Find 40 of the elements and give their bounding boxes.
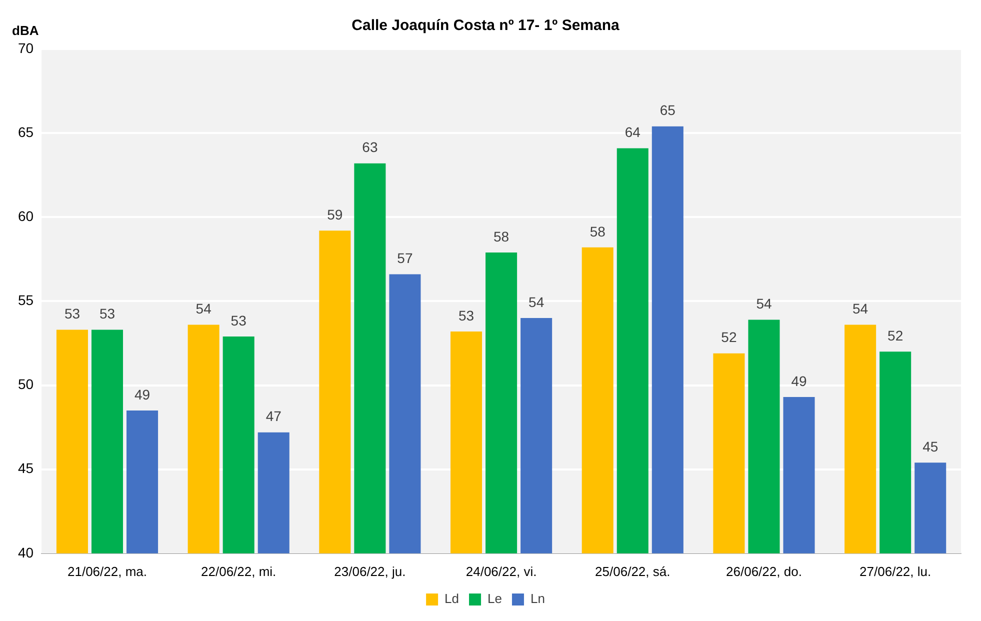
x-tick-label: 23/06/22, ju.	[334, 564, 406, 579]
chart-title: Calle Joaquín Costa nº 17- 1º Semana	[352, 17, 620, 34]
y-axis-title: dBA	[12, 23, 40, 38]
data-label: 59	[327, 206, 343, 222]
y-tick-label: 55	[18, 292, 34, 308]
data-label: 47	[266, 408, 282, 424]
data-label: 52	[888, 328, 904, 344]
legend-label: Ln	[530, 591, 545, 606]
data-label: 49	[791, 372, 808, 389]
data-label: 52	[721, 329, 737, 346]
data-label: 53	[64, 306, 80, 322]
y-tick-label: 65	[18, 124, 34, 140]
legend-label: Ld	[444, 591, 460, 606]
data-label: 54	[852, 300, 868, 317]
y-tick-label: 70	[18, 40, 34, 56]
data-label: 54	[756, 296, 772, 312]
y-tick-label: 60	[18, 208, 34, 224]
data-label: 53	[230, 312, 247, 328]
data-label: 54	[528, 294, 544, 310]
data-label: 58	[493, 228, 510, 244]
data-label: 53	[99, 306, 116, 322]
y-tick-label: 50	[18, 376, 34, 392]
data-label: 65	[660, 102, 676, 118]
data-label: 53	[458, 307, 474, 324]
data-label: 58	[590, 223, 606, 240]
data-label: 54	[196, 300, 212, 317]
y-tick-label: 40	[18, 544, 34, 560]
data-label: 64	[624, 124, 641, 140]
x-tick-label: 24/06/22, vi.	[466, 564, 537, 579]
data-label: 45	[922, 438, 938, 454]
data-label: 63	[362, 139, 378, 156]
y-tick-label: 45	[18, 460, 34, 476]
x-tick-label: 25/06/22, sá.	[595, 564, 670, 579]
data-label: 57	[397, 250, 413, 266]
x-tick-label: 27/06/22, lu.	[860, 564, 932, 579]
x-tick-label: 26/06/22, do.	[726, 564, 802, 579]
x-tick-label: 22/06/22, mi.	[201, 564, 276, 579]
legend-label: Le	[488, 591, 502, 606]
data-label: 49	[134, 386, 150, 402]
x-tick-label: 21/06/22, ma.	[67, 564, 147, 579]
